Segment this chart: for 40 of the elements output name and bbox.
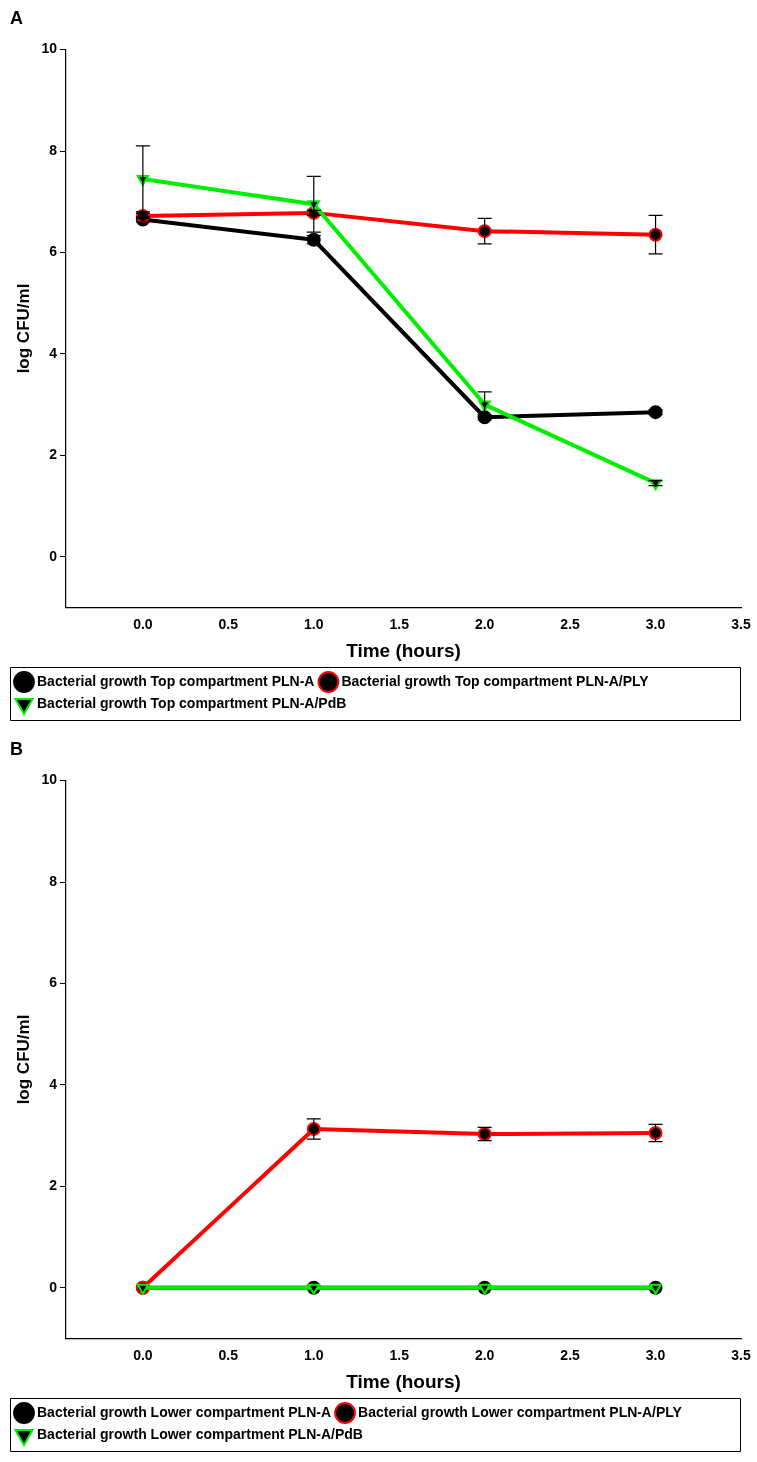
y-tick-label: 2 <box>49 1177 58 1194</box>
y-axis-title: log CFU/ml <box>13 283 33 374</box>
x-axis-title: Time (hours) <box>346 1370 461 1392</box>
y-tick-label: 10 <box>41 771 58 788</box>
x-tick-label: 2.0 <box>474 615 495 632</box>
x-tick-label: 2.5 <box>560 615 581 632</box>
x-tick-label: 3.0 <box>645 1346 666 1363</box>
y-tick-label: 0 <box>49 1278 58 1295</box>
y-tick-label: 4 <box>49 344 58 361</box>
y-axis-title: log CFU/ml <box>13 1014 33 1105</box>
legend-label: Bacterial growth Top compartment PLN-A/PdB <box>37 694 347 711</box>
y-tick-label: 8 <box>49 872 58 889</box>
x-tick-label: 2.5 <box>560 1346 581 1363</box>
chart-title: B <box>10 738 23 759</box>
y-tick-label: 0 <box>49 547 58 564</box>
x-tick-label: 2.0 <box>474 1346 495 1363</box>
x-tick-label: 3.5 <box>731 615 751 632</box>
x-tick-label: 1.0 <box>304 615 324 632</box>
y-tick-label: 6 <box>49 974 58 991</box>
x-tick-label: 0.0 <box>133 615 153 632</box>
y-tick-label: 4 <box>49 1075 58 1092</box>
x-axis-title: Time (hours) <box>346 639 461 661</box>
x-tick-label: 1.0 <box>304 1346 324 1363</box>
legend-label: Bacterial growth Lower compartment PLN-A/PdB <box>37 1425 363 1442</box>
x-tick-label: 3.5 <box>731 1346 751 1363</box>
x-tick-label: 1.5 <box>389 615 410 632</box>
x-tick-label: 0.0 <box>133 1346 153 1363</box>
legend-label: Bacterial growth Top compartment PLN-A <box>37 672 315 689</box>
legend-label: Bacterial growth Top compartment PLN-A/PLY <box>341 672 650 689</box>
x-tick-label: 3.0 <box>645 615 666 632</box>
y-tick-label: 2 <box>49 446 58 463</box>
x-tick-label: 0.5 <box>218 615 239 632</box>
x-tick-label: 1.5 <box>389 1346 410 1363</box>
chart-title: A <box>10 7 23 28</box>
legend-label: Bacterial growth Lower compartment PLN-A <box>37 1403 332 1420</box>
y-tick-label: 8 <box>49 141 58 158</box>
legend-label: Bacterial growth Lower compartment PLN-A/PLY <box>358 1403 683 1420</box>
x-tick-label: 0.5 <box>218 1346 239 1363</box>
y-tick-label: 6 <box>49 243 58 260</box>
y-tick-label: 10 <box>41 40 58 57</box>
